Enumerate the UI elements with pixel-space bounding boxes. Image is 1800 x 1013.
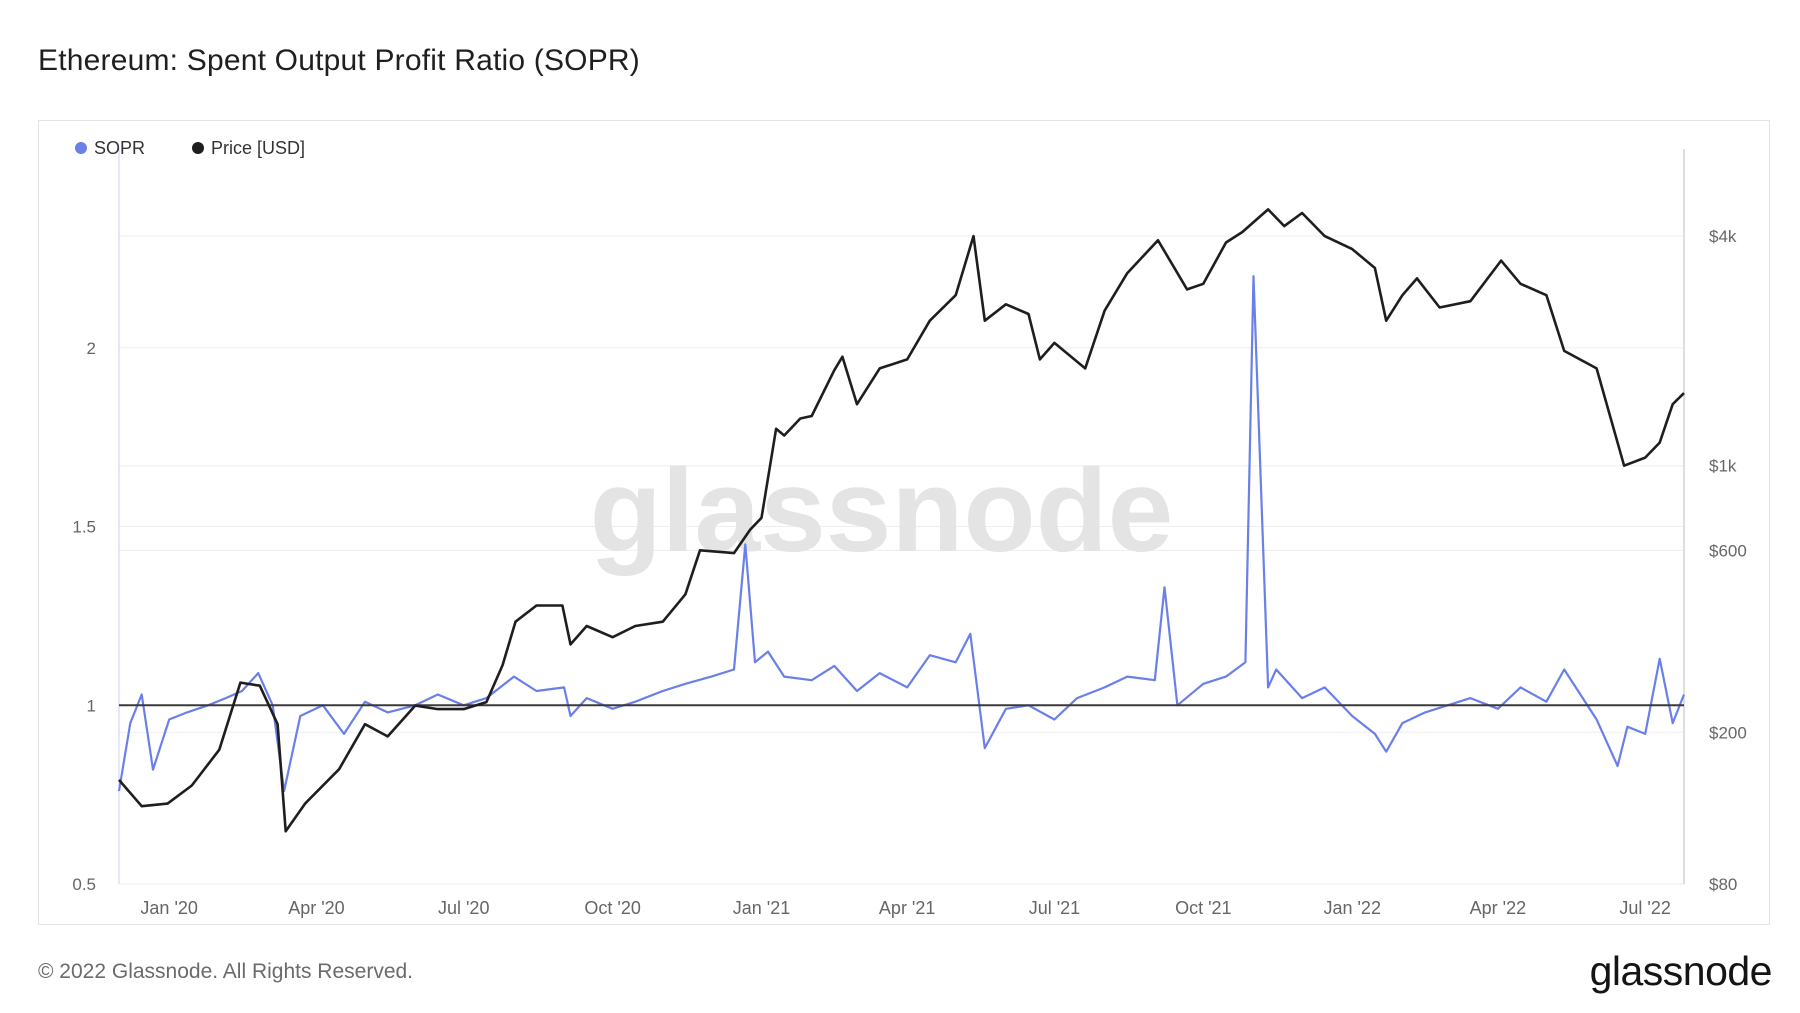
y-right-tick-label: $600 xyxy=(1709,541,1747,560)
chart-panel: glassnode 0.5 1 1.5 2 $80 $200 $600 $1k $4k Jan '2… xyxy=(38,120,1770,925)
price-series-line xyxy=(118,208,1685,833)
x-tick-label: Oct '21 xyxy=(1175,898,1231,918)
x-tick-label: Jan '20 xyxy=(140,898,197,918)
legend-label-price: Price [USD] xyxy=(211,138,305,158)
y-right-tick-label: $1k xyxy=(1709,457,1737,476)
y-right-tick-label: $4k xyxy=(1709,227,1737,246)
x-tick-label: Jul '20 xyxy=(438,898,489,918)
x-tick-label: Apr '21 xyxy=(879,898,935,918)
y-left-tick-label: 1.5 xyxy=(72,518,96,537)
copyright-footer: © 2022 Glassnode. All Rights Reserved. xyxy=(38,960,414,983)
x-tick-label: Oct '20 xyxy=(584,898,640,918)
glassnode-logo[interactable]: glassnode xyxy=(1589,948,1773,994)
y-left-tick-label: 0.5 xyxy=(72,875,96,894)
x-tick-label: Apr '20 xyxy=(288,898,344,918)
page-title: Ethereum: Spent Output Profit Ratio (SOP… xyxy=(38,44,640,77)
legend-marker-sopr[interactable] xyxy=(75,142,87,154)
y-right-tick-label: $200 xyxy=(1709,723,1747,742)
legend-label-sopr: SOPR xyxy=(94,138,145,158)
chart-svg: glassnode 0.5 1 1.5 2 $80 $200 $600 $1k $4k Jan '2… xyxy=(72,138,1747,918)
y-left-tick-label: 1 xyxy=(87,696,96,715)
x-tick-label: Apr '22 xyxy=(1470,898,1526,918)
watermark-text: glassnode xyxy=(590,445,1174,577)
sopr-series-line xyxy=(117,275,1686,793)
legend-marker-price[interactable] xyxy=(192,142,204,154)
y-left-tick-label: 2 xyxy=(87,339,96,358)
x-tick-label: Jul '21 xyxy=(1029,898,1080,918)
y-right-tick-label: $80 xyxy=(1709,875,1737,894)
x-tick-label: Jan '22 xyxy=(1323,898,1380,918)
x-tick-label: Jan '21 xyxy=(733,898,790,918)
x-tick-label: Jul '22 xyxy=(1619,898,1670,918)
